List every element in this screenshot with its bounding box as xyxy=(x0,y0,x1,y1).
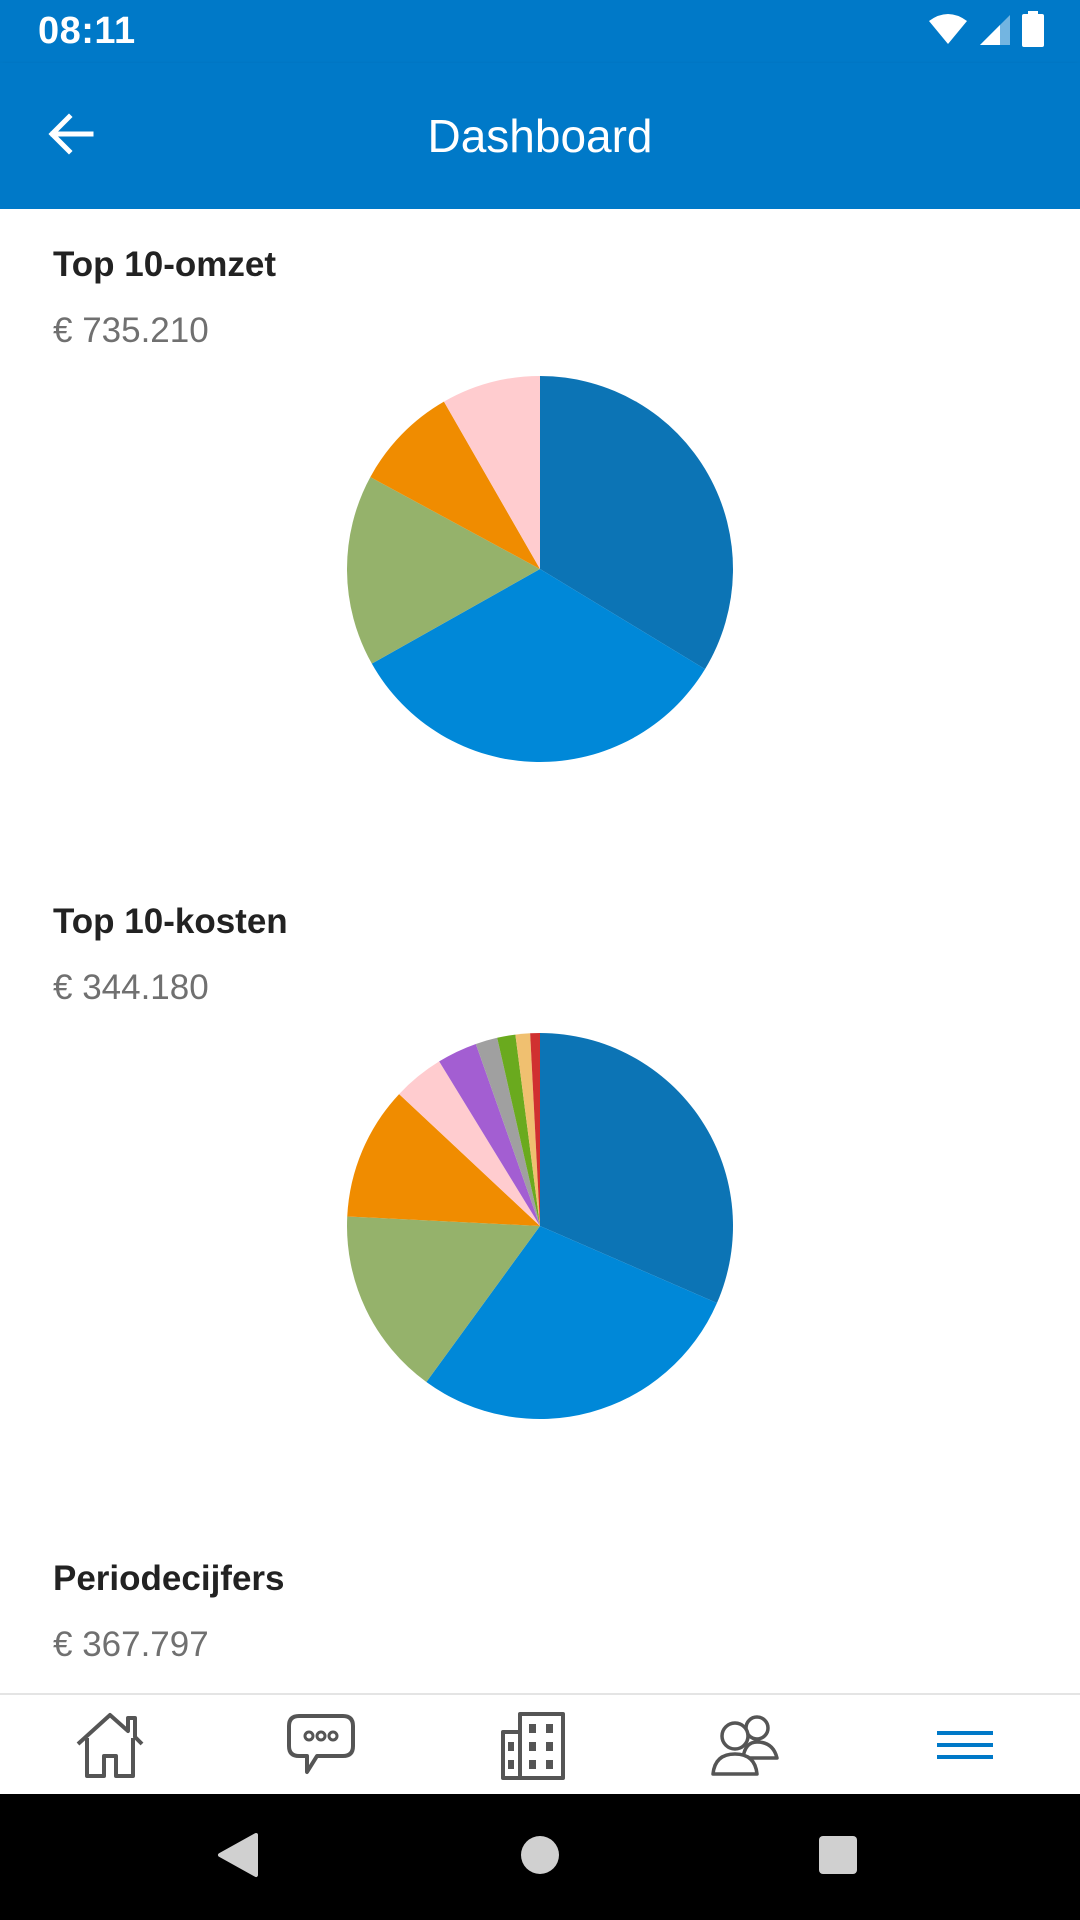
section-amount: € 735.210 xyxy=(53,311,209,350)
pie-slice-9[interactable] xyxy=(515,1033,540,1226)
pie-chart-kosten[interactable] xyxy=(340,1026,740,1426)
cell-signal-icon xyxy=(978,12,1012,51)
building-icon xyxy=(498,1710,568,1785)
home-icon xyxy=(73,1710,147,1785)
section-amount: € 367.797 xyxy=(53,1625,209,1664)
pie-slice-1[interactable] xyxy=(540,376,733,670)
status-time: 08:11 xyxy=(38,10,136,52)
system-recents-button[interactable] xyxy=(808,1827,868,1887)
nav-menu[interactable] xyxy=(920,1709,1010,1785)
bottom-nav xyxy=(0,1693,1080,1794)
back-button[interactable] xyxy=(36,101,106,171)
pie-slice-5[interactable] xyxy=(443,376,540,569)
section-title: Top 10-kosten xyxy=(53,902,288,941)
pie-slice-2[interactable] xyxy=(371,569,706,762)
pie-chart-omzet[interactable] xyxy=(340,369,740,769)
menu-icon xyxy=(935,1727,995,1768)
dashboard-content[interactable]: Top 10-omzet € 735.210 Top 10-kosten € 3… xyxy=(0,209,1080,1693)
pie-slice-4[interactable] xyxy=(347,1094,540,1226)
pie-chart-kosten-svg xyxy=(347,1033,733,1420)
page-title: Dashboard xyxy=(427,110,653,162)
pie-slice-6[interactable] xyxy=(439,1043,540,1226)
status-icons xyxy=(928,10,1044,52)
status-bar: 08:11 xyxy=(0,0,1080,63)
pie-slice-3[interactable] xyxy=(346,477,540,664)
pie-slice-8[interactable] xyxy=(497,1034,540,1226)
recents-square-icon xyxy=(818,1835,858,1880)
pie-slice-7[interactable] xyxy=(475,1037,540,1226)
pie-slice-2[interactable] xyxy=(426,1226,717,1420)
section-title: Periodecijfers xyxy=(53,1559,285,1598)
nav-company[interactable] xyxy=(488,1709,578,1785)
nav-home[interactable] xyxy=(65,1709,155,1785)
pie-slice-1[interactable] xyxy=(540,1033,733,1304)
wifi-icon xyxy=(928,13,968,50)
system-nav-bar xyxy=(0,1794,1080,1920)
battery-icon xyxy=(1022,10,1044,52)
pie-chart-omzet-svg xyxy=(346,376,733,762)
pie-slice-3[interactable] xyxy=(347,1216,540,1382)
section-amount: € 344.180 xyxy=(53,968,209,1007)
pie-slice-5[interactable] xyxy=(399,1061,540,1226)
pie-slice-4[interactable] xyxy=(370,401,540,569)
nav-contacts[interactable] xyxy=(700,1709,790,1785)
nav-messages[interactable] xyxy=(276,1709,366,1785)
system-home-button[interactable] xyxy=(510,1827,570,1887)
home-circle-icon xyxy=(520,1835,560,1880)
app-bar: Dashboard xyxy=(0,63,1080,209)
contacts-icon xyxy=(707,1712,783,1783)
back-triangle-icon xyxy=(216,1831,260,1884)
system-back-button[interactable] xyxy=(208,1827,268,1887)
arrow-back-icon xyxy=(47,112,95,161)
section-title: Top 10-omzet xyxy=(53,245,276,284)
chat-icon xyxy=(285,1712,357,1783)
pie-slice-10[interactable] xyxy=(530,1033,540,1226)
